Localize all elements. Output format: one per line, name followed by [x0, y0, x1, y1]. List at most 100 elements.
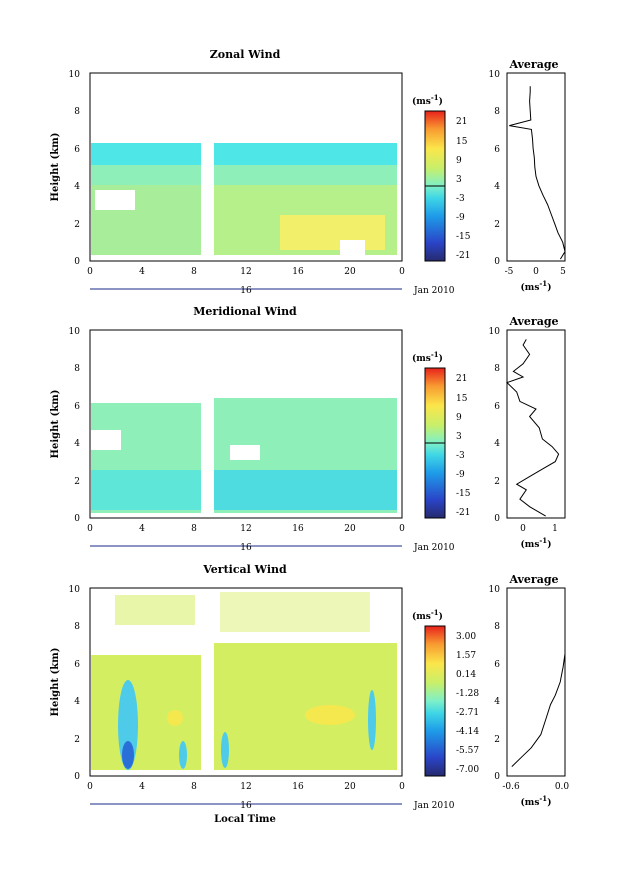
meridional-cb-tick-3: 3	[456, 432, 462, 442]
vertical-average: Average 0 2 4 6 8 10 -0.6 0.0 (ms-1)	[489, 573, 570, 808]
meridional-avg-profile	[506, 339, 560, 517]
zonal-avg-ytick-2: 2	[494, 220, 500, 230]
meridional-avg-ytick-0: 0	[494, 514, 500, 524]
vertical-cb-tick-7: -7.00	[456, 765, 479, 775]
vertical-ytick-10: 10	[69, 585, 81, 595]
zonal-panel: Zonal Wind 0 2 4 6 8 10 0 4 8 12 16	[50, 48, 566, 296]
zonal-ytick-8: 8	[74, 107, 80, 117]
vertical-updraft-4	[368, 690, 376, 750]
zonal-ytick-0: 0	[74, 257, 80, 267]
zonal-avg-ytick-6: 6	[494, 145, 500, 155]
meridional-cb-tick-4: -3	[456, 451, 465, 461]
zonal-colorbar: (ms-1) 21 15 9 3 -3 -9 -15 -21	[412, 93, 471, 262]
zonal-cb-tick-0: 21	[456, 117, 467, 127]
vertical-field-upper-right	[220, 592, 370, 632]
meridional-gap	[201, 395, 214, 515]
meridional-cb-tick-0: 21	[456, 374, 467, 384]
zonal-heatmap	[91, 138, 397, 258]
meridional-avg-ytick-6: 6	[494, 402, 500, 412]
zonal-date-label: 16	[240, 286, 252, 296]
vertical-ytick-0: 0	[74, 772, 80, 782]
zonal-average: Average 0 2 4 6 8 10 -5 0 5 (ms-1)	[489, 58, 567, 293]
vertical-xtick-12: 12	[240, 782, 251, 792]
vertical-avg-ytick-8: 8	[494, 622, 500, 632]
zonal-cb-tick-4: -3	[456, 194, 465, 204]
vertical-date-label: 16	[240, 801, 252, 811]
meridional-field-low-right	[214, 470, 397, 510]
vertical-heatmap	[91, 592, 397, 773]
zonal-xtick-0: 0	[87, 267, 93, 277]
meridional-cb-tick-7: -21	[456, 508, 471, 518]
meridional-cb-tick-5: -9	[456, 470, 465, 480]
vertical-plot-frame	[89, 587, 403, 777]
vertical-ytick-2: 2	[74, 735, 80, 745]
vertical-panel: Vertical Wind 0 2 4 6 8 10 0 4 8	[50, 563, 569, 825]
vertical-avg-ytick-0: 0	[494, 772, 500, 782]
zonal-avg-ytick-0: 0	[494, 257, 500, 267]
zonal-cb-tick-1: 15	[456, 137, 468, 147]
vertical-cb-tick-2: 0.14	[456, 670, 476, 680]
vertical-xtick-4: 4	[139, 782, 145, 792]
zonal-ylabel: Height (km)	[50, 133, 61, 202]
zonal-y-ticks: 0 2 4 6 8 10	[69, 70, 81, 267]
meridional-avg-ytick-4: 4	[494, 439, 500, 449]
meridional-xtick-20: 20	[344, 524, 356, 534]
meridional-avg-ytick-8: 8	[494, 364, 500, 374]
zonal-white-patch-2	[340, 240, 365, 255]
vertical-month-label: Jan 2010	[413, 801, 455, 811]
vertical-yellow-2	[167, 710, 183, 726]
vertical-avg-title: Average	[508, 573, 558, 586]
meridional-average: Average 0 2 4 6 8 10 0 1 (ms-1)	[489, 315, 566, 550]
zonal-xtick-8: 8	[191, 267, 197, 277]
vertical-avg-ytick-10: 10	[489, 585, 501, 595]
vertical-avg-xlabel: (ms-1)	[521, 794, 552, 808]
zonal-xtick-24: 0	[399, 267, 405, 277]
vertical-cb-bar	[424, 625, 446, 777]
zonal-xtick-20: 20	[344, 267, 356, 277]
meridional-white-patch-2	[230, 445, 260, 460]
vertical-avg-ytick-4: 4	[494, 697, 500, 707]
meridional-panel: Meridional Wind 0 2 4 6 8 10 0 4 8 12 16…	[50, 305, 566, 553]
meridional-month-label: Jan 2010	[413, 543, 455, 553]
vertical-updraft-2	[179, 741, 187, 769]
vertical-cb-tick-0: 3.00	[456, 632, 476, 642]
meridional-avg-ytick-2: 2	[494, 477, 500, 487]
vertical-gap	[201, 640, 214, 773]
vertical-yellow-1	[305, 705, 355, 725]
meridional-ytick-2: 2	[74, 477, 80, 487]
vertical-xtick-24: 0	[399, 782, 405, 792]
zonal-gap	[201, 138, 214, 258]
meridional-ytick-8: 8	[74, 364, 80, 374]
zonal-avg-xtick-0: -5	[505, 267, 514, 277]
meridional-avg-frame	[506, 329, 566, 519]
zonal-ytick-2: 2	[74, 220, 80, 230]
meridional-date-label: 16	[240, 543, 252, 553]
meridional-colorbar: (ms-1) 21 15 9 3 -3 -9 -15 -21	[412, 350, 471, 519]
meridional-cb-tick-1: 15	[456, 394, 468, 404]
zonal-avg-ytick-4: 4	[494, 182, 500, 192]
meridional-avg-ytick-10: 10	[489, 327, 501, 337]
vertical-avg-profile	[511, 588, 566, 767]
vertical-avg-ytick-6: 6	[494, 660, 500, 670]
meridional-heatmap	[91, 395, 397, 515]
zonal-xtick-4: 4	[139, 267, 145, 277]
vertical-title: Vertical Wind	[202, 563, 287, 576]
zonal-x-ticks: 0 4 8 12 16 20 0	[87, 267, 405, 277]
zonal-avg-xtick-2: 5	[560, 267, 566, 277]
zonal-avg-xlabel: (ms-1)	[521, 279, 552, 293]
vertical-updraft-3	[221, 732, 229, 768]
zonal-ytick-10: 10	[69, 70, 81, 80]
vertical-xtick-8: 8	[191, 782, 197, 792]
zonal-month-label: Jan 2010	[413, 286, 455, 296]
zonal-avg-ytick-8: 8	[494, 107, 500, 117]
meridional-cb-tick-2: 9	[456, 413, 462, 423]
vertical-cb-tick-3: -1.28	[456, 689, 479, 699]
meridional-y-ticks: 0 2 4 6 8 10	[69, 327, 81, 524]
zonal-ytick-6: 6	[74, 145, 80, 155]
zonal-title: Zonal Wind	[210, 48, 281, 61]
zonal-xtick-12: 12	[240, 267, 251, 277]
vertical-cb-unit: (ms-1)	[412, 608, 443, 622]
meridional-field-low	[91, 470, 201, 510]
vertical-xtick-20: 20	[344, 782, 356, 792]
